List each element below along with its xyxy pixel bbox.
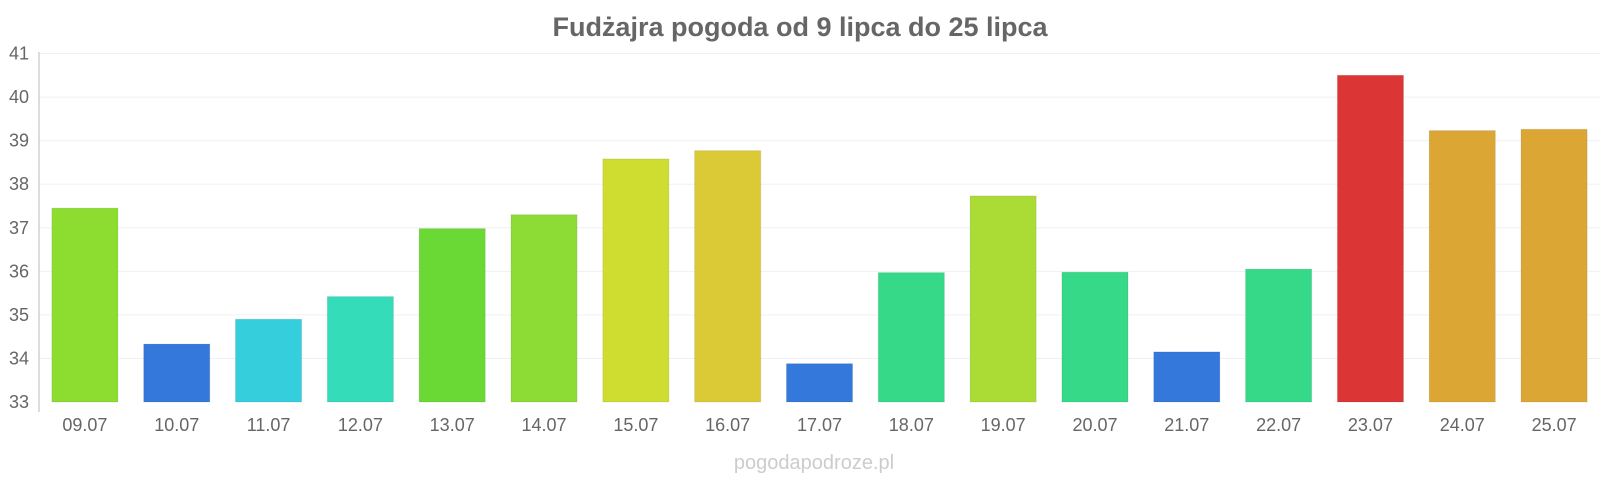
grid-lines [39,53,1600,359]
y-tick-label: 39 [9,131,29,151]
bar-22.07 [1245,268,1313,403]
x-tick-label: 17.07 [797,415,842,435]
x-tick-label: 15.07 [613,415,658,435]
x-tick-label: 18.07 [889,415,934,435]
bar-21.07 [1153,351,1221,403]
bar-13.07 [418,228,486,403]
bars [51,74,1588,403]
y-tick-label: 36 [9,261,29,281]
y-tick-label: 37 [9,218,29,238]
x-axis-tick-labels: 09.07 10.07 11.07 12.07 13.07 14.07 15.07 16.07… [62,415,1576,435]
bar-14.07 [510,214,578,403]
bar-17.07 [785,363,854,403]
x-tick-label: 09.07 [62,415,107,435]
x-tick-label: 20.07 [1072,415,1117,435]
x-tick-label: 22.07 [1256,415,1301,435]
x-tick-label: 13.07 [430,415,475,435]
y-tick-label: 33 [9,392,29,412]
bar-23.07 [1336,74,1404,403]
bar-25.07 [1520,128,1588,403]
x-tick-label: 24.07 [1440,415,1485,435]
bar-10.07 [143,343,211,403]
bar-15.07 [602,158,670,403]
y-axis-tick-labels: 33 34 35 36 37 38 39 40 41 [9,44,29,413]
y-tick-label: 34 [9,348,29,368]
x-tick-label: 11.07 [247,415,291,435]
y-tick-label: 38 [9,174,29,194]
x-tick-label: 14.07 [522,415,567,435]
x-tick-label: 25.07 [1532,415,1577,435]
bar-16.07 [694,150,762,403]
bar-18.07 [877,272,945,403]
bar-19.07 [969,195,1037,403]
y-tick-label: 40 [9,87,29,107]
y-tick-label: 35 [9,305,29,325]
x-tick-label: 12.07 [338,415,383,435]
bar-24.07 [1428,130,1496,403]
bar-11.07 [235,318,303,403]
x-tick-label: 23.07 [1348,415,1393,435]
x-tick-label: 16.07 [705,415,750,435]
x-tick-label: 19.07 [981,415,1026,435]
watermark: pogodapodroze.pl [734,452,894,474]
bar-20.07 [1061,271,1129,403]
bar-09.07 [51,207,119,403]
bar-12.07 [326,296,394,403]
x-tick-label: 21.07 [1164,415,1209,435]
y-tick-label: 41 [9,44,29,64]
chart-title: Fudżajra pogoda od 9 lipca do 25 lipca [552,12,1048,42]
x-tick-label: 10.07 [154,415,199,435]
